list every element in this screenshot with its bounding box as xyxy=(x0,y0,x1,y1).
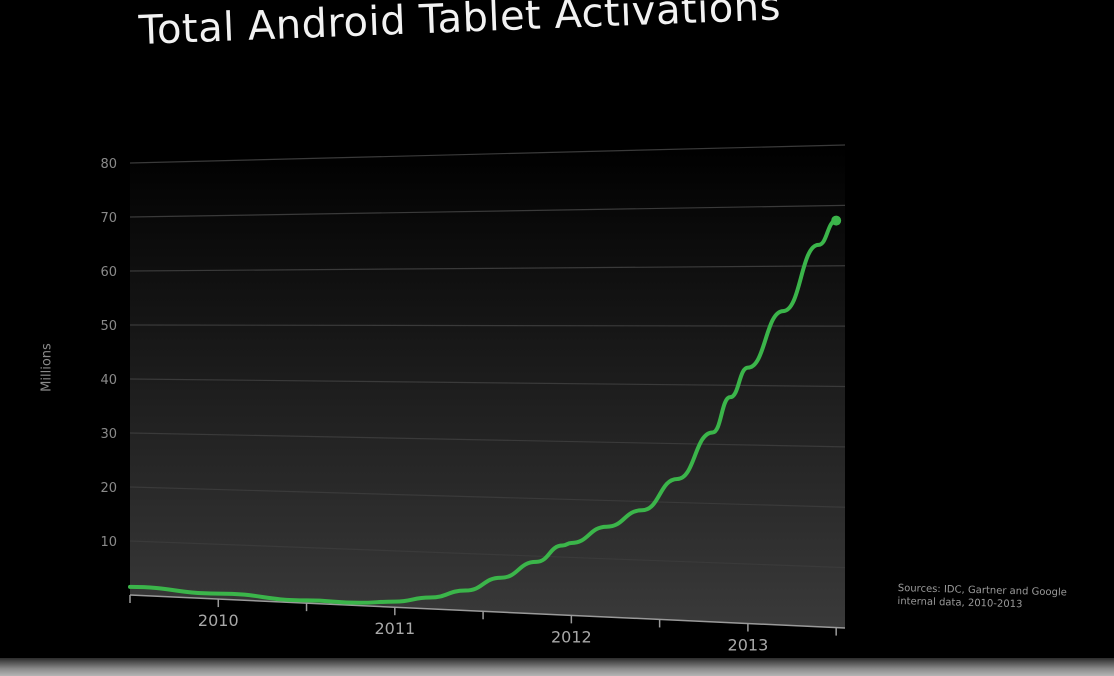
x-tick-label: 2013 xyxy=(728,636,769,655)
gridline xyxy=(129,540,846,569)
source-note: Sources: IDC, Gartner and Google interna… xyxy=(897,582,1067,611)
y-tick-label: 50 xyxy=(100,319,117,334)
y-tick-label: 20 xyxy=(100,481,117,496)
x-tick-labels: 2010 2011 2012 2013 xyxy=(198,611,768,654)
gridline xyxy=(129,378,846,388)
gridline xyxy=(129,324,846,327)
gridline xyxy=(129,144,846,164)
gridline xyxy=(129,486,846,508)
x-tick-marks xyxy=(129,595,837,636)
gridline xyxy=(129,204,846,218)
gridline xyxy=(129,432,846,448)
gridline xyxy=(129,265,846,272)
y-tick-label: 80 xyxy=(100,157,117,172)
x-tick-label: 2011 xyxy=(374,619,415,638)
series-line xyxy=(128,218,839,605)
x-tick-label: 2012 xyxy=(551,627,592,646)
series-end-point xyxy=(831,215,842,226)
y-tick-label: 60 xyxy=(100,265,117,280)
y-tick-label: 30 xyxy=(100,427,117,442)
x-tick-label: 2010 xyxy=(198,611,239,630)
plot-background xyxy=(130,145,845,628)
gridlines xyxy=(129,144,846,569)
y-tick-label: 40 xyxy=(100,373,117,388)
y-tick-label: 70 xyxy=(100,211,117,226)
x-axis-line xyxy=(129,594,846,629)
y-tick-label: 10 xyxy=(100,535,117,550)
y-tick-labels: 80 70 60 50 40 30 20 10 xyxy=(100,157,117,550)
bottom-bar xyxy=(0,658,1114,676)
